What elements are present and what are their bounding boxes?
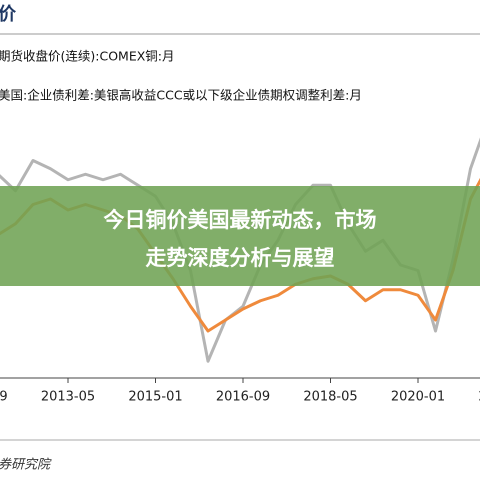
x-tick-label: 2013-05 — [41, 390, 95, 405]
source: 券研究院 — [0, 457, 52, 473]
legend-label: 美国:企业债利差:美银高收益CCC或以下级企业债期权调整利差:月 — [0, 88, 362, 103]
legend-label: 期货收盘价(连续):COMEX铜:月 — [0, 49, 175, 64]
x-tick-label: 2020-01 — [391, 390, 445, 405]
chart-title: 价 — [0, 4, 17, 25]
x-tick-label: 2015-01 — [128, 390, 182, 405]
x-tick-label: 2011-09 — [0, 390, 8, 405]
x-tick-label: 2018-05 — [303, 390, 357, 405]
x-tick-label: 2021-09 — [478, 390, 480, 405]
banner-text: 走势深度分析与展望 — [146, 246, 335, 270]
banner-text: 今日铜价美国最新动态，市场 — [104, 208, 377, 232]
x-tick-label: 2016-09 — [216, 390, 270, 405]
banner — [0, 186, 480, 286]
